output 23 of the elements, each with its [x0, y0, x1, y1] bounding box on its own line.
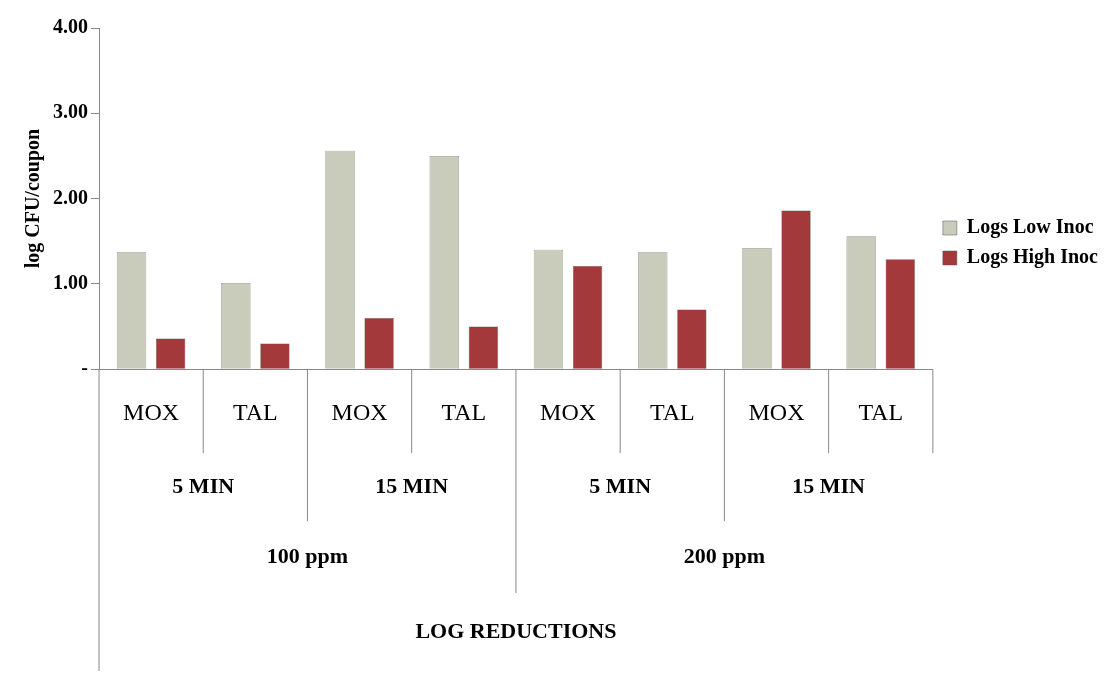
text: 100 ppm [266, 542, 349, 568]
x-tick-label: MOX [123, 398, 180, 425]
y-tick-label: 3.00 [53, 100, 88, 123]
text: 15 MIN [375, 472, 449, 498]
y-tick-label: 4.00 [53, 15, 88, 38]
x-tick-label: MOX [540, 398, 597, 425]
x-tick-label: TAL [232, 398, 278, 425]
y-tick-label: 2.00 [53, 185, 88, 208]
x-tick-label: MOX [331, 398, 388, 425]
text: 5 MIN [172, 472, 235, 498]
x-tick-label: TAL [858, 398, 904, 425]
y-axis-title: log CFU/coupon [21, 128, 45, 269]
legend-label: Logs Low Inoc [966, 215, 1094, 239]
x-tick-label: TAL [441, 398, 487, 425]
y-tick-label: 1.00 [53, 271, 88, 294]
text: 15 MIN [792, 472, 866, 498]
x-tick-label: MOX [748, 398, 805, 425]
text: LOG REDUCTIONS [415, 617, 617, 643]
text: 200 ppm [683, 542, 766, 568]
x-tick-label: TAL [649, 398, 695, 425]
legend-label: Logs High Inoc [966, 245, 1099, 269]
y-tick-label: - [81, 356, 88, 379]
text: 5 MIN [589, 472, 652, 498]
